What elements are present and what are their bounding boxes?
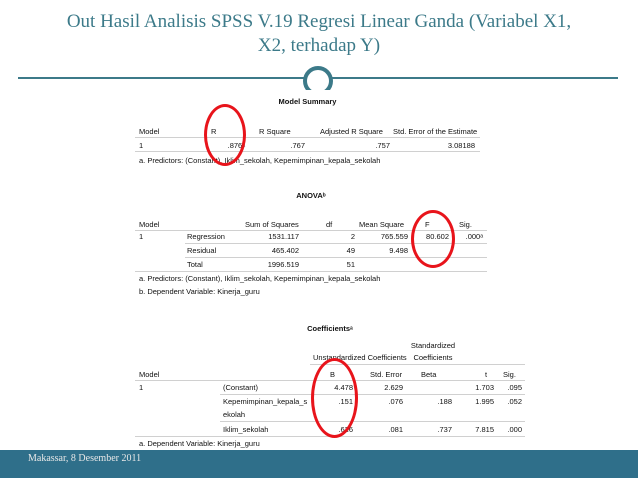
coef-group-std-1: Standardized — [410, 341, 456, 350]
highlight-oval-b — [311, 358, 358, 438]
ms-header-adj-r-square: Adjusted R Square — [320, 127, 383, 136]
anova-rule-row — [185, 257, 487, 258]
coef-row-label-wrap: ekolah — [223, 410, 246, 419]
coef-cell-sig: .000 — [507, 425, 522, 434]
anova-rule-row — [185, 243, 487, 244]
anova-note-a: a. Predictors: (Constant), Iklim_sekolah… — [139, 274, 381, 283]
anova-cell-ms: 765.559 — [380, 232, 408, 241]
footer-bar — [0, 450, 638, 478]
coef-header-t: t — [485, 370, 488, 379]
footer-text: Makassar, 8 Desember 2011 — [28, 453, 142, 464]
anova-cell-sig: .000ᵃ — [465, 232, 483, 241]
anova-row-label: Total — [187, 260, 203, 269]
coef-header-se: Std. Error — [370, 370, 403, 379]
anova-rule-2 — [135, 271, 487, 272]
anova-header-ss: Sum of Squares — [245, 220, 299, 229]
anova-header-df: df — [326, 220, 333, 229]
coef-cell-t: 1.995 — [475, 397, 494, 406]
anova-row-label: Residual — [187, 246, 217, 255]
coef-header-beta: Beta — [421, 370, 437, 379]
coef-row-label: Kepemimpinan_kepala_s — [223, 397, 308, 406]
anova-cell-ss: 465.402 — [271, 246, 299, 255]
coef-header-model: Model — [139, 370, 160, 379]
coef-header-sig: Sig. — [503, 370, 516, 379]
ms-header-model: Model — [139, 127, 160, 136]
coef-cell-se: 2.629 — [384, 383, 403, 392]
anova-cell-model: 1 — [139, 232, 144, 241]
ms-note: a. Predictors: (Constant), Iklim_sekolah… — [139, 156, 381, 165]
coef-cell-model: 1 — [139, 383, 144, 392]
ms-cell-r-square: .767 — [290, 141, 305, 150]
coef-cell-beta: .188 — [437, 397, 452, 406]
ms-header-std-error: Std. Error of the Estimate — [393, 127, 478, 136]
anova-cell-df: 51 — [346, 260, 355, 269]
coef-cell-sig: .052 — [507, 397, 522, 406]
coef-row-label: Iklim_sekolah — [223, 425, 269, 434]
anova-cell-ss: 1996.519 — [267, 260, 299, 269]
coef-group-std-2: Coefficients — [413, 353, 453, 362]
ms-cell-model: 1 — [139, 141, 144, 150]
anova-cell-df: 2 — [350, 232, 355, 241]
highlight-oval-r — [204, 104, 246, 166]
ms-cell-adj-r-square: .757 — [375, 141, 390, 150]
anova-header-sig: Sig. — [459, 220, 472, 229]
anova-header-ms: Mean Square — [359, 220, 405, 229]
anova-rule — [135, 230, 487, 231]
highlight-oval-f — [411, 210, 455, 268]
ms-cell-std-error: 3.08188 — [447, 141, 475, 150]
model-summary-table: Model Summary Model R R Square Adjusted … — [135, 90, 480, 168]
ms-rule-2 — [135, 151, 480, 152]
coef-cell-beta: .737 — [437, 425, 452, 434]
coef-title: Coefficientsᵃ — [307, 324, 353, 333]
anova-title: ANOVAᵇ — [296, 191, 326, 200]
coef-rule-row — [220, 421, 525, 422]
coef-row-label: (Constant) — [223, 383, 259, 392]
model-summary-title: Model Summary — [278, 97, 337, 106]
slide-title-line-2: X2, terhadap Y) — [257, 35, 381, 56]
coef-cell-se: .081 — [388, 425, 403, 434]
coef-cell-se: .076 — [388, 397, 403, 406]
coef-cell-t: 1.703 — [475, 383, 494, 392]
coef-cell-t: 7.815 — [475, 425, 494, 434]
anova-note-b: b. Dependent Variable: Kinerja_guru — [139, 287, 260, 296]
ms-header-r-square: R Square — [259, 127, 291, 136]
coef-note: a. Dependent Variable: Kinerja_guru — [139, 439, 260, 448]
anova-cell-ss: 1531.117 — [268, 232, 299, 241]
coef-cell-sig: .095 — [507, 383, 522, 392]
ms-rule — [135, 137, 480, 138]
anova-row-label: Regression — [187, 232, 225, 241]
anova-cell-df: 49 — [346, 246, 355, 255]
slide-title-line-1: Out Hasil Analisis SPSS V.19 Regresi Lin… — [66, 11, 572, 32]
anova-header-model: Model — [139, 220, 160, 229]
coef-rule-row — [220, 394, 525, 395]
coef-group-unstd: Unstandardized Coefficients — [313, 353, 407, 362]
anova-cell-ms: 9.498 — [389, 246, 408, 255]
slide-title: Out Hasil Analisis SPSS V.19 Regresi Lin… — [0, 10, 638, 58]
coef-rule-group — [310, 364, 525, 365]
